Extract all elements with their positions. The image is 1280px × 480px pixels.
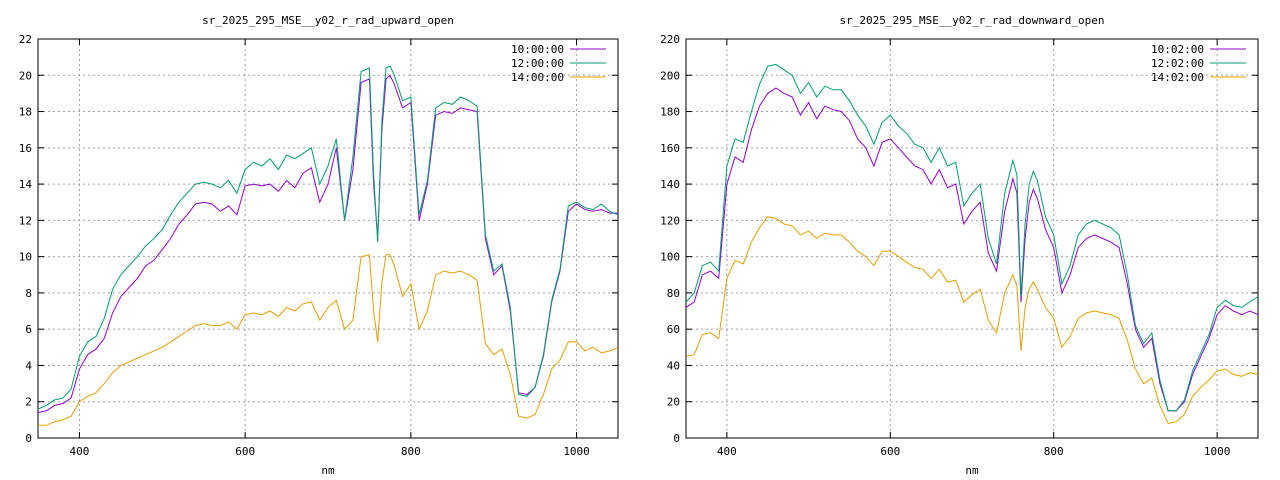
y-tick-label: 120 <box>660 214 680 227</box>
x-tick-label: 800 <box>1044 445 1064 458</box>
legend-label: 12:00:00 <box>511 57 564 70</box>
y-tick-label: 100 <box>660 251 680 264</box>
x-tick-label: 800 <box>401 445 421 458</box>
y-tick-label: 22 <box>19 33 32 46</box>
chart-title: sr_2025_295_MSE__y02_r_rad_upward_open <box>202 14 454 27</box>
y-tick-label: 10 <box>19 251 32 264</box>
y-tick-label: 0 <box>673 432 680 445</box>
x-tick-label: 400 <box>717 445 737 458</box>
y-tick-label: 20 <box>667 396 680 409</box>
y-tick-label: 20 <box>19 69 32 82</box>
y-tick-label: 4 <box>25 359 32 372</box>
series-line-3 <box>38 254 618 426</box>
x-tick-label: 1000 <box>1204 445 1231 458</box>
y-tick-label: 40 <box>667 359 680 372</box>
y-tick-label: 160 <box>660 142 680 155</box>
series-line-2 <box>38 65 618 410</box>
y-tick-label: 0 <box>25 432 32 445</box>
series-line-1 <box>686 87 1258 412</box>
x-axis-label: nm <box>321 464 335 477</box>
y-tick-label: 18 <box>19 106 32 119</box>
y-tick-label: 14 <box>19 178 33 191</box>
x-tick-label: 600 <box>880 445 900 458</box>
y-tick-label: 2 <box>25 396 32 409</box>
legend-label: 14:02:00 <box>1151 71 1204 84</box>
series-line-3 <box>686 216 1258 425</box>
y-tick-label: 200 <box>660 69 680 82</box>
y-tick-label: 12 <box>19 214 32 227</box>
y-tick-label: 8 <box>25 287 32 300</box>
legend-label: 10:00:00 <box>511 43 564 56</box>
legend-label: 14:00:00 <box>511 71 564 84</box>
legend-label: 12:02:00 <box>1151 57 1204 70</box>
x-tick-label: 600 <box>235 445 255 458</box>
chart-title: sr_2025_295_MSE__y02_r_rad_downward_open <box>840 14 1105 27</box>
x-tick-label: 1000 <box>563 445 590 458</box>
y-tick-label: 220 <box>660 33 680 46</box>
series-line-1 <box>38 74 618 414</box>
y-tick-label: 80 <box>667 287 680 300</box>
plot-frame <box>37 38 619 439</box>
y-tick-label: 180 <box>660 106 680 119</box>
chart-1: sr_2025_295_MSE__y02_r_rad_upward_open40… <box>19 14 619 477</box>
x-tick-label: 400 <box>69 445 89 458</box>
chart-2: sr_2025_295_MSE__y02_r_rad_downward_open… <box>660 14 1259 477</box>
y-tick-label: 60 <box>667 323 680 336</box>
plot-frame <box>685 38 1259 439</box>
y-tick-label: 6 <box>25 323 32 336</box>
legend-label: 10:02:00 <box>1151 43 1204 56</box>
y-tick-label: 16 <box>19 142 32 155</box>
x-axis-label: nm <box>965 464 979 477</box>
series-line-2 <box>686 63 1258 412</box>
y-tick-label: 140 <box>660 178 680 191</box>
